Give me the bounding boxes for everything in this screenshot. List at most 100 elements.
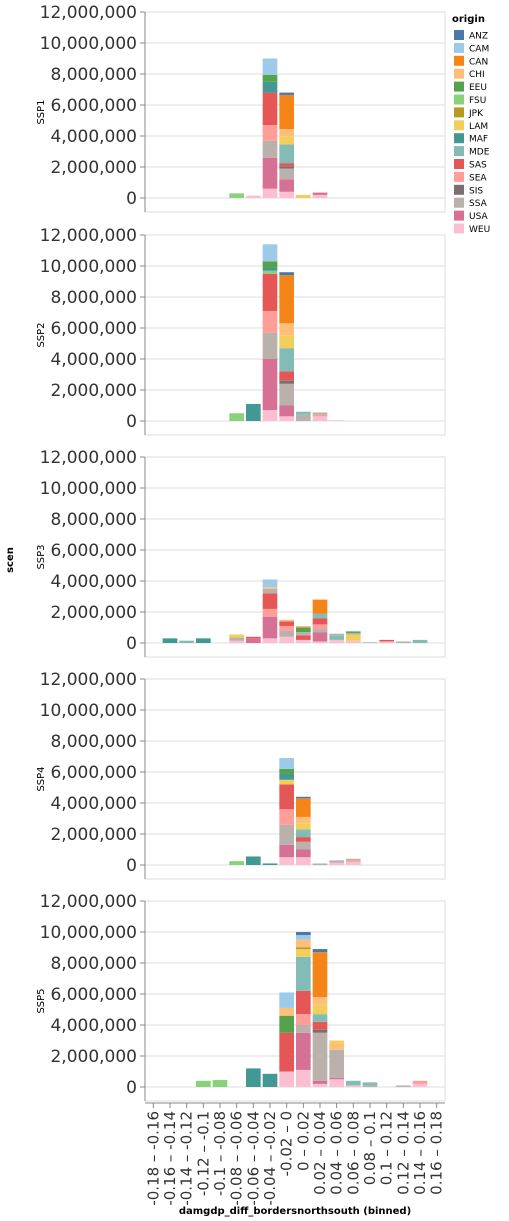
bar-segment-anz bbox=[296, 932, 311, 935]
x-tick-label: -0.1 – -0.08 bbox=[211, 1111, 229, 1196]
bar-segment-fsu bbox=[213, 1080, 228, 1087]
bar-segment-can bbox=[279, 275, 294, 323]
legend-label-jpk: JPK bbox=[468, 109, 484, 119]
bar-segment-weu bbox=[296, 640, 311, 643]
bar-segment-sas bbox=[296, 837, 311, 842]
legend-label-maf: MAF bbox=[469, 135, 488, 145]
legend-label-chi: CHI bbox=[469, 70, 485, 80]
x-tick-label: 0.02 – 0.04 bbox=[311, 1111, 329, 1195]
bar-segment-cam bbox=[279, 758, 294, 769]
bar-segment-ssa bbox=[313, 1033, 328, 1081]
bar-segment-weu bbox=[329, 1079, 344, 1087]
legend-title: origin bbox=[452, 14, 485, 25]
bar-segment-mde bbox=[313, 614, 328, 619]
bar-segment-can bbox=[279, 95, 294, 129]
x-tick-label: 0.06 – 0.08 bbox=[344, 1111, 362, 1195]
bar-segment-weu bbox=[329, 640, 344, 643]
y-tick-label: 12,000,000 bbox=[40, 670, 137, 690]
x-axis: -0.18 – -0.16-0.16 – -0.14-0.14 – -0.12-… bbox=[144, 1103, 445, 1206]
bar-segment-lam bbox=[296, 823, 311, 829]
y-tick-label: 0 bbox=[126, 412, 137, 432]
facet-row-label: SSP1 bbox=[36, 99, 47, 124]
facet-ssp3: 0 2,000,000 4,000,000 6,000,000 8,000,000 10,… bbox=[36, 448, 445, 657]
bar-segment-can bbox=[296, 798, 311, 817]
bar-segment-weu bbox=[329, 420, 344, 421]
legend-swatch-jpk bbox=[454, 107, 464, 117]
x-tick-label: 0.08 – 0.1 bbox=[361, 1111, 379, 1185]
bar-segment-ssa bbox=[396, 641, 411, 643]
y-tick-label: 0 bbox=[126, 189, 137, 209]
legend-swatch-anz bbox=[454, 30, 464, 40]
bar-segment-usa bbox=[263, 617, 278, 639]
bar-segment-sas bbox=[313, 1022, 328, 1030]
bar-segment-sis bbox=[279, 381, 294, 384]
bar-segment-ssa bbox=[263, 589, 278, 594]
bar-segment-cam bbox=[279, 992, 294, 1008]
y-tick-label: 6,000,000 bbox=[50, 985, 137, 1005]
bar-segment-chi bbox=[279, 620, 294, 622]
bar-segment-mde bbox=[279, 348, 294, 371]
bar-segment-weu bbox=[346, 1085, 361, 1087]
x-tick-label: 0.12 – 0.14 bbox=[394, 1111, 412, 1195]
bar-segment-sas bbox=[246, 637, 261, 639]
y-tick-label: 8,000,000 bbox=[50, 65, 137, 85]
bar-segment-weu bbox=[279, 637, 294, 643]
bar-segment-ssa bbox=[279, 631, 294, 637]
bar-segment-usa bbox=[313, 1081, 328, 1084]
y-tick-label: 8,000,000 bbox=[50, 288, 137, 308]
legend-swatch-ssa bbox=[454, 198, 464, 208]
x-tick-label: 0.1 – 0.12 bbox=[378, 1111, 396, 1185]
bar-segment-weu bbox=[229, 641, 244, 643]
bar-segment-maf bbox=[246, 856, 261, 865]
legend-swatch-sea bbox=[454, 172, 464, 182]
bar-segment-fsu bbox=[229, 413, 244, 421]
facet-row-label: SSP2 bbox=[36, 322, 47, 347]
bar-segment-sas bbox=[296, 635, 311, 640]
bar-segment-cam bbox=[296, 935, 311, 940]
bar-segment-ssa bbox=[346, 859, 361, 861]
bar-segment-chi bbox=[296, 626, 311, 628]
y-tick-label: 4,000,000 bbox=[50, 350, 137, 370]
y-tick-label: 4,000,000 bbox=[50, 794, 137, 814]
bar-segment-ssa bbox=[229, 638, 244, 641]
bar-segment-cam bbox=[263, 244, 278, 261]
legend-label-usa: USA bbox=[469, 212, 488, 222]
bar-segment-ssa bbox=[296, 1025, 311, 1033]
bar-segment-sea bbox=[313, 415, 328, 417]
bar-segment-mde bbox=[346, 1081, 361, 1086]
bar-segment-eeu bbox=[263, 75, 278, 82]
bar-segment-maf bbox=[246, 404, 261, 421]
y-tick-label: 12,000,000 bbox=[40, 892, 137, 912]
y-tick-label: 2,000,000 bbox=[50, 158, 137, 178]
y-tick-label: 4,000,000 bbox=[50, 1016, 137, 1036]
bar-segment-ssa bbox=[313, 863, 328, 865]
y-tick-label: 8,000,000 bbox=[50, 732, 137, 752]
facet-ssp2: 0 2,000,000 4,000,000 6,000,000 8,000,000 10,… bbox=[36, 226, 445, 435]
bar-segment-ssa bbox=[279, 384, 294, 406]
bar-segment-usa bbox=[279, 179, 294, 191]
x-tick-label: -0.02 – 0 bbox=[278, 1111, 296, 1176]
bar-segment-lam bbox=[279, 137, 294, 145]
x-tick-label: -0.04 – -0.02 bbox=[261, 1111, 279, 1206]
legend-label-sis: SIS bbox=[469, 186, 483, 196]
x-tick-label: 0 – 0.02 bbox=[294, 1111, 312, 1171]
bar-segment-weu bbox=[296, 857, 311, 865]
y-tick-label: 0 bbox=[126, 634, 137, 654]
bar-segment-mde bbox=[329, 635, 344, 640]
bar-segment-jpk bbox=[296, 948, 311, 950]
bar-segment-mde bbox=[296, 412, 311, 415]
y-tick-label: 4,000,000 bbox=[50, 127, 137, 147]
bar-segment-ssa bbox=[329, 1050, 344, 1078]
y-tick-label: 0 bbox=[126, 856, 137, 876]
bar-segment-can bbox=[313, 952, 328, 997]
plot-frame bbox=[145, 457, 445, 657]
bar-segment-cam bbox=[263, 59, 278, 75]
bar-segment-maf bbox=[196, 638, 211, 643]
bar-segment-chi bbox=[329, 1044, 344, 1050]
bar-segment-mde bbox=[363, 1082, 378, 1085]
bar-segment-anz bbox=[313, 949, 328, 952]
bar-segment-sea bbox=[263, 609, 278, 617]
y-tick-label: 2,000,000 bbox=[50, 825, 137, 845]
bar-segment-chi bbox=[279, 1008, 294, 1016]
